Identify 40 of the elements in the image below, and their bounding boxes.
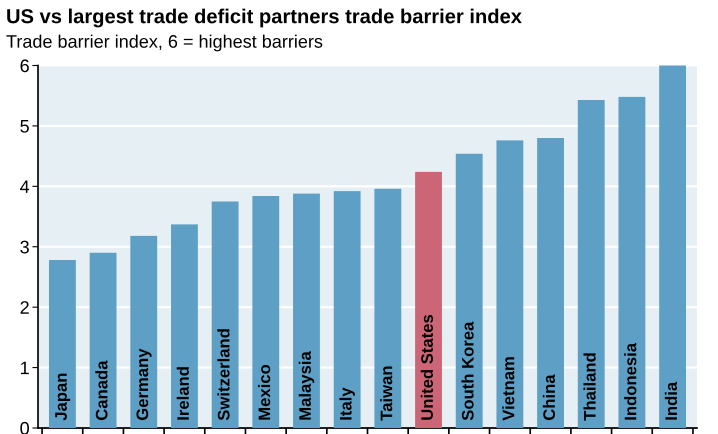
bar [171,224,198,428]
x-tick-label: Switzerland [217,329,230,420]
bar [618,96,646,428]
y-tick-label: 3 [20,240,29,254]
chart-subtitle: Trade barrier index, 6 = highest barriers [6,34,322,52]
y-tick-label: 4 [20,180,30,193]
x-tick-label: China [542,374,556,420]
y-tick-label: 6 [20,59,29,72]
bar [374,188,402,428]
bar [415,172,442,428]
bar [252,196,280,428]
bar [659,66,686,428]
x-tick-label: Italy [339,387,355,420]
x-tick-label: Germany [136,348,152,420]
x-tick-label: South Korea [461,322,474,420]
x-tick-label: Mexico [258,364,270,420]
x-tick-label: Canada [95,360,108,420]
x-tick-label: Indonesia [624,342,636,420]
x-tick-label: Taiwan [380,366,392,421]
bar [537,138,564,428]
bar [48,260,76,428]
x-tick-label: India [664,382,678,420]
bar [212,201,239,428]
bar [130,236,158,428]
bar [578,100,605,428]
chart-title: US vs largest trade deficit partners trade barrier index [7,8,522,28]
bar [90,252,117,428]
x-tick-label: Japan [55,374,70,420]
bar [293,194,320,428]
x-tick-label: Vietnam [502,357,514,421]
bar [496,140,524,428]
y-tick-label: 1 [21,362,29,374]
y-tick-label: 5 [20,120,29,133]
y-tick-label: 2 [20,301,29,314]
x-tick-label: Thailand [583,353,596,421]
x-tick-label: United States [420,314,433,420]
bar [334,191,361,428]
x-tick-label: Malaysia [298,351,314,420]
bar [456,154,483,428]
x-tick-label: Ireland [176,367,189,420]
